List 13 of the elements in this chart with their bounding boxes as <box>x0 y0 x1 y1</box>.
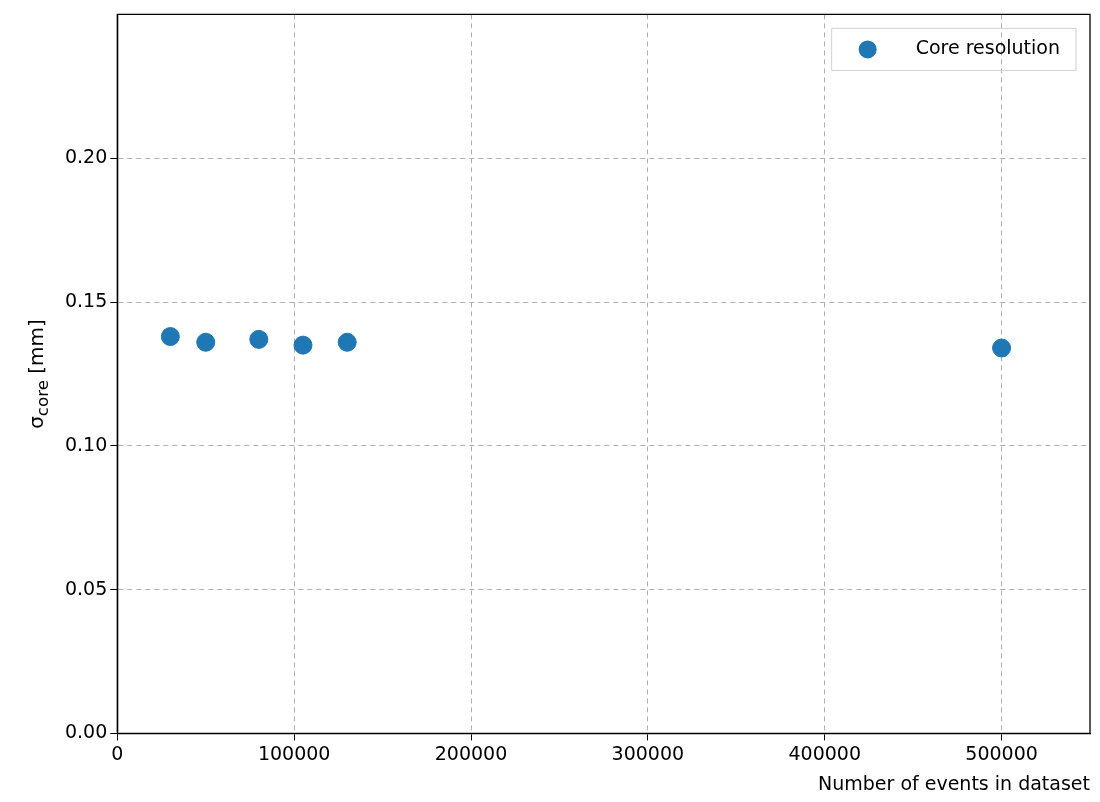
y-tick-label: 0.00 <box>64 720 108 743</box>
x-tick-label: 300000 <box>611 741 685 764</box>
x-tick-label: 100000 <box>257 741 331 764</box>
x-tick-label: 0 <box>111 741 124 764</box>
legend-label: Core resolution <box>915 36 1061 59</box>
x-tick-label: 500000 <box>965 741 1038 764</box>
y-tick-label: 0.10 <box>64 432 108 455</box>
y-tick-label: 0.05 <box>64 576 108 599</box>
x-tick-label: 400000 <box>788 741 861 764</box>
x-tick-label: 200000 <box>434 741 508 764</box>
x-axis-title: Number of events in dataset <box>818 771 1090 794</box>
y-tick-label: 0.20 <box>64 145 108 168</box>
y-tick-label: 0.15 <box>64 288 108 311</box>
